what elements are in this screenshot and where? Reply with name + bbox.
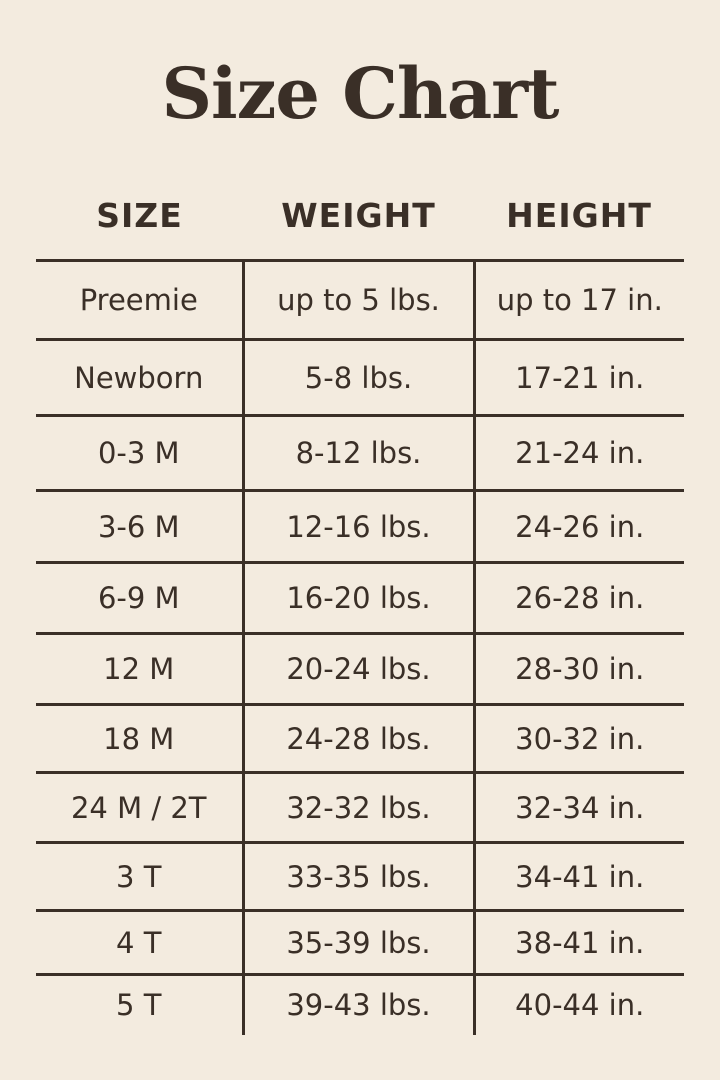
size-cell: 5 T — [36, 973, 243, 1035]
table-row: Preemie up to 5 lbs. up to 17 in. — [36, 259, 684, 340]
size-cell: 18 M — [36, 703, 243, 773]
height-cell: 32-34 in. — [472, 771, 684, 843]
height-cell: 38-41 in. — [472, 909, 684, 975]
height-cell: 30-32 in. — [472, 703, 684, 773]
size-cell: Preemie — [36, 259, 243, 340]
weight-cell: up to 5 lbs. — [241, 259, 474, 340]
weight-cell: 24-28 lbs. — [241, 703, 474, 773]
table-row: 4 T 35-39 lbs. 38-41 in. — [36, 909, 684, 975]
page-title: Size Chart — [161, 52, 560, 135]
table-row: Newborn 5-8 lbs. 17-21 in. — [36, 338, 684, 416]
size-cell: 3-6 M — [36, 489, 243, 563]
column-header-height: HEIGHT — [506, 196, 652, 235]
height-cell: 26-28 in. — [472, 561, 684, 634]
size-cell: 24 M / 2T — [36, 771, 243, 843]
weight-cell: 20-24 lbs. — [241, 632, 474, 705]
height-cell: up to 17 in. — [472, 259, 684, 340]
size-cell: 12 M — [36, 632, 243, 705]
weight-cell: 33-35 lbs. — [241, 841, 474, 911]
weight-cell: 39-43 lbs. — [241, 973, 474, 1035]
table-row: 3 T 33-35 lbs. 34-41 in. — [36, 841, 684, 911]
height-cell: 28-30 in. — [472, 632, 684, 705]
table-row: 3-6 M 12-16 lbs. 24-26 in. — [36, 489, 684, 563]
weight-cell: 32-32 lbs. — [241, 771, 474, 843]
height-cell: 17-21 in. — [472, 338, 684, 416]
size-cell: 0-3 M — [36, 414, 243, 491]
column-header-weight: WEIGHT — [281, 196, 436, 235]
table-row: 6-9 M 16-20 lbs. 26-28 in. — [36, 561, 684, 634]
table-row: 0-3 M 8-12 lbs. 21-24 in. — [36, 414, 684, 491]
table-row: 5 T 39-43 lbs. 40-44 in. — [36, 973, 684, 1035]
size-table: Preemie up to 5 lbs. up to 17 in. Newborn 5-… — [36, 259, 684, 1035]
size-cell: Newborn — [36, 338, 243, 416]
column-header-size: SIZE — [96, 196, 183, 235]
height-cell: 24-26 in. — [472, 489, 684, 563]
size-cell: 3 T — [36, 841, 243, 911]
weight-cell: 12-16 lbs. — [241, 489, 474, 563]
height-cell: 40-44 in. — [472, 973, 684, 1035]
weight-cell: 5-8 lbs. — [241, 338, 474, 416]
weight-cell: 8-12 lbs. — [241, 414, 474, 491]
table-row: 18 M 24-28 lbs. 30-32 in. — [36, 703, 684, 773]
weight-cell: 16-20 lbs. — [241, 561, 474, 634]
size-cell: 4 T — [36, 909, 243, 975]
weight-cell: 35-39 lbs. — [241, 909, 474, 975]
height-cell: 21-24 in. — [472, 414, 684, 491]
table-row: 12 M 20-24 lbs. 28-30 in. — [36, 632, 684, 705]
height-cell: 34-41 in. — [472, 841, 684, 911]
size-cell: 6-9 M — [36, 561, 243, 634]
table-row: 24 M / 2T 32-32 lbs. 32-34 in. — [36, 771, 684, 843]
